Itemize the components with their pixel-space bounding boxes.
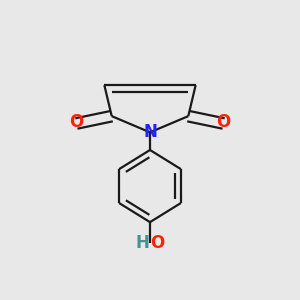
Text: O: O xyxy=(69,113,83,131)
Text: O: O xyxy=(217,113,231,131)
Text: H: H xyxy=(136,234,150,252)
Text: O: O xyxy=(150,234,164,252)
Text: N: N xyxy=(143,123,157,141)
